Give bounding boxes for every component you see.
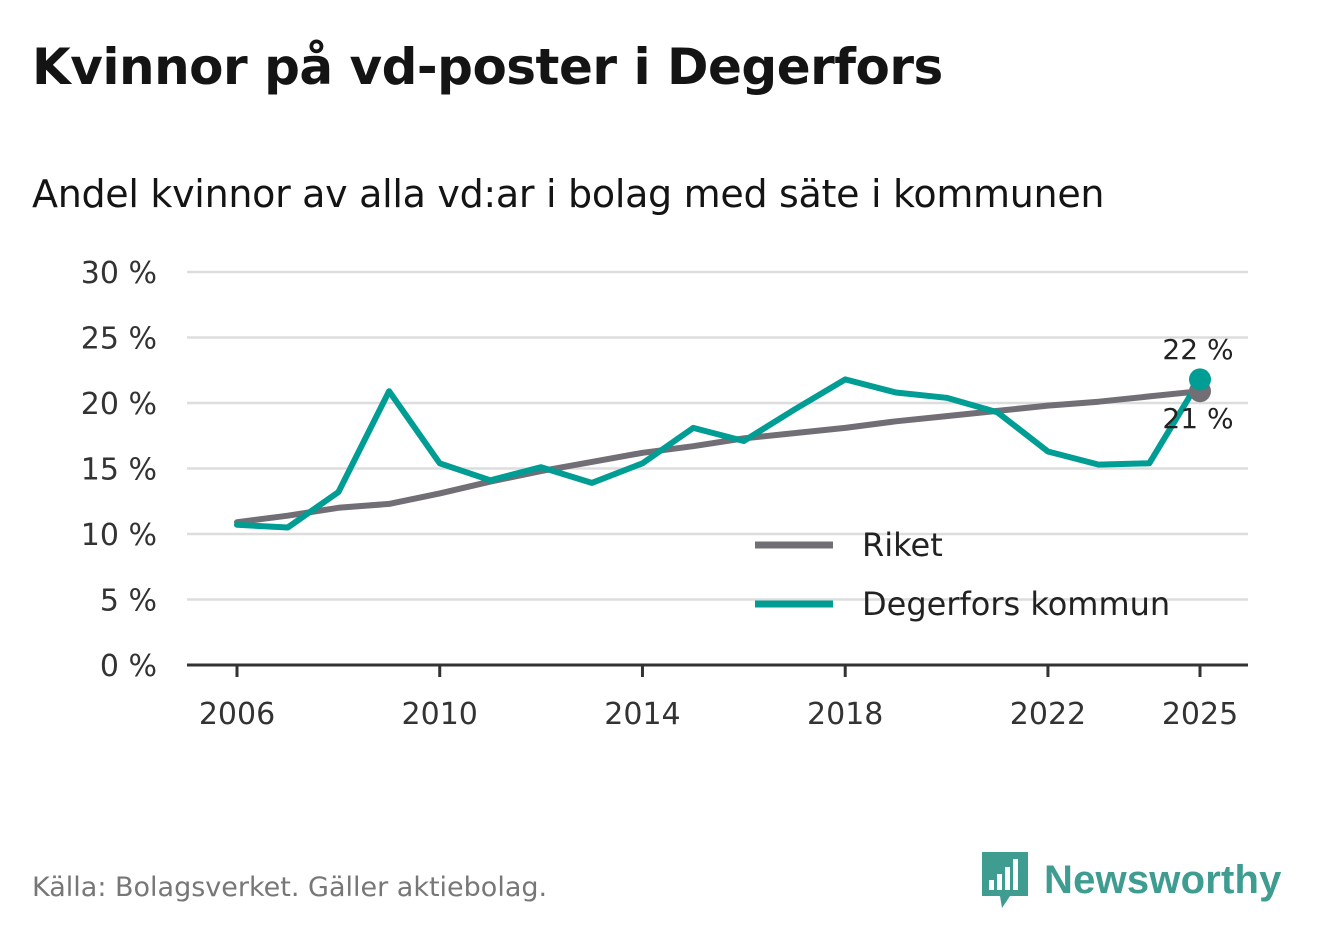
- end-label-riket: 21 %: [1162, 402, 1233, 435]
- y-tick-label: 10 %: [81, 518, 157, 553]
- x-tick-label: 2014: [604, 697, 680, 732]
- y-tick-label: 15 %: [81, 453, 157, 488]
- chart-subtitle: Andel kvinnor av alla vd:ar i bolag med …: [32, 172, 1105, 216]
- x-tick-label: 2010: [402, 697, 478, 732]
- source-note: Källa: Bolagsverket. Gäller aktiebolag.: [32, 872, 548, 903]
- x-tick-label: 2025: [1162, 697, 1238, 732]
- y-tick-label: 30 %: [81, 256, 157, 291]
- y-axis-ticks: 0 % 5 % 10 % 15 % 20 % 25 % 30 %: [81, 256, 157, 684]
- end-marker-degerfors: [1189, 368, 1211, 391]
- y-tick-label: 25 %: [81, 322, 157, 357]
- legend-label-riket: Riket: [862, 526, 943, 564]
- x-tick-label: 2006: [199, 697, 275, 732]
- end-label-degerfors: 22 %: [1162, 333, 1233, 366]
- legend: Riket Degerfors kommun: [755, 526, 1170, 623]
- end-labels: 22 % 21 %: [1162, 333, 1233, 435]
- y-tick-label: 5 %: [100, 584, 157, 619]
- series-line-riket: [234, 388, 1203, 526]
- bar-chart-icon: [982, 852, 1028, 908]
- chart-title: Kvinnor på vd-poster i Degerfors: [32, 38, 943, 96]
- brand-name: Newsworthy: [1044, 857, 1282, 902]
- y-tick-label: 0 %: [100, 649, 157, 684]
- series-lines: [234, 368, 1211, 531]
- x-tick-label: 2018: [807, 697, 883, 732]
- x-tick-label: 2022: [1010, 697, 1086, 732]
- legend-label-degerfors: Degerfors kommun: [862, 585, 1170, 623]
- y-tick-label: 20 %: [81, 387, 157, 422]
- x-axis-ticks: 2006 2010 2014 2018 2022 2025: [187, 663, 1248, 732]
- series-line-degerfors: [234, 376, 1203, 531]
- brand-logo: Newsworthy: [980, 850, 1282, 910]
